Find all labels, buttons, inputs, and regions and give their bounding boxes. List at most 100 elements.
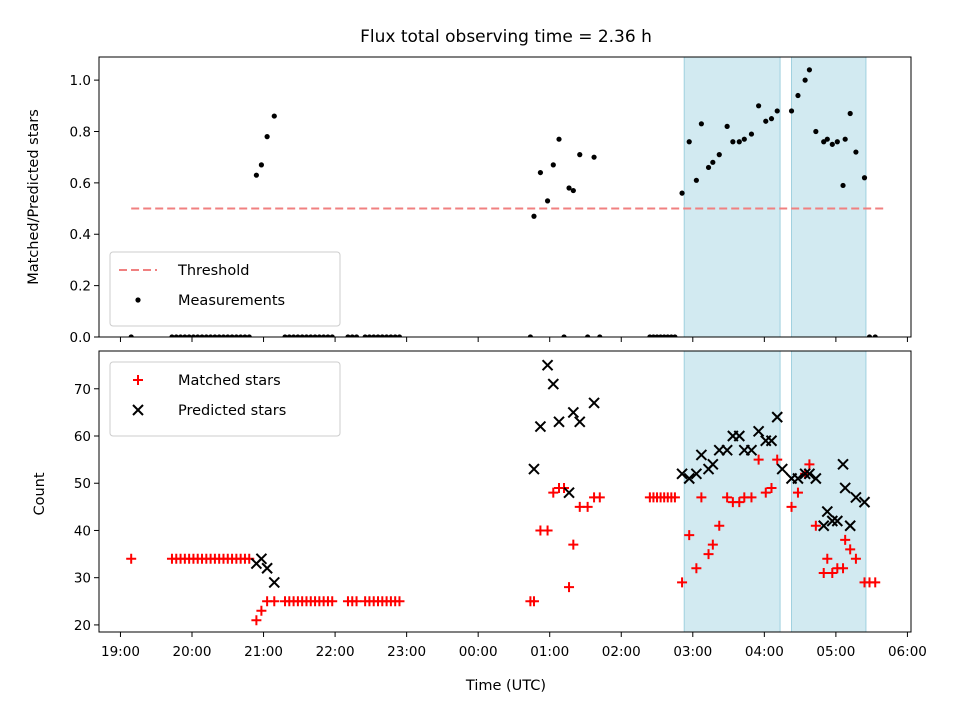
x-tick-label: 04:00	[745, 644, 784, 660]
data-point	[838, 563, 849, 574]
data-point	[345, 334, 351, 337]
data-point	[786, 501, 797, 512]
data-point	[574, 416, 586, 428]
data-point	[594, 492, 605, 503]
legend-swatch	[133, 375, 143, 385]
data-point	[730, 139, 736, 145]
top-y-tick-label: 0.6	[70, 176, 91, 192]
data-point	[861, 175, 868, 181]
data-point	[203, 334, 209, 337]
data-point	[268, 576, 280, 589]
data-point	[831, 515, 844, 527]
data-point	[547, 378, 559, 390]
data-point	[329, 334, 335, 337]
data-point	[548, 487, 559, 498]
data-point	[707, 458, 719, 471]
data-point	[531, 213, 537, 219]
data-point	[308, 334, 314, 337]
x-tick-label: 19:00	[101, 644, 140, 660]
data-point	[563, 486, 575, 499]
x-tick-label: 21:00	[244, 644, 283, 660]
x-tick-label: 05:00	[816, 644, 855, 660]
data-point	[541, 359, 554, 371]
data-point	[568, 539, 579, 550]
top-y-axis-label: Matched/Predicted stars	[26, 109, 42, 285]
bottom-y-tick-label: 40	[74, 523, 91, 539]
data-point	[256, 605, 267, 616]
data-point	[229, 334, 235, 337]
data-point	[703, 549, 714, 560]
data-point	[768, 116, 775, 122]
data-point	[845, 544, 856, 555]
data-point	[220, 334, 227, 337]
data-point	[225, 334, 231, 337]
data-point	[570, 187, 576, 194]
data-point	[818, 567, 829, 578]
data-point	[325, 334, 331, 337]
data-point	[537, 169, 544, 176]
data-point	[182, 334, 188, 337]
data-point	[379, 334, 385, 337]
bottom-panel: 20 30 40 50 60 70 19:00 20:00 21:00 22:00 23:00 00:…	[74, 350, 927, 660]
data-point	[752, 425, 765, 437]
data-point	[753, 454, 764, 465]
data-point	[208, 334, 214, 337]
data-point	[840, 534, 851, 545]
data-point	[707, 539, 718, 550]
data-point	[173, 334, 179, 337]
data-point	[824, 136, 830, 142]
top-y-tick-label: 0.4	[70, 227, 91, 243]
legend-box	[109, 251, 341, 327]
data-point	[195, 334, 201, 337]
x-tick-label: 02:00	[602, 644, 641, 660]
data-point	[126, 553, 137, 564]
data-point	[295, 334, 301, 337]
data-point	[351, 596, 362, 607]
data-point	[834, 139, 840, 145]
data-point	[695, 449, 708, 461]
data-point	[724, 123, 730, 129]
legend-swatch	[132, 404, 144, 416]
data-point	[795, 92, 801, 99]
data-point	[128, 334, 134, 337]
data-point	[353, 334, 360, 337]
data-point	[264, 134, 270, 140]
legend-label: Measurements	[178, 293, 285, 309]
bottom-legend: Matched stars Predicted stars	[109, 361, 341, 437]
top-series	[128, 67, 878, 337]
data-point	[271, 113, 277, 119]
top-shaded-interval	[791, 56, 867, 338]
data-point	[736, 139, 742, 145]
legend-label: Matched stars	[178, 373, 281, 389]
data-point	[169, 334, 175, 337]
data-point	[556, 136, 562, 142]
data-point	[746, 492, 757, 503]
data-point	[844, 520, 856, 532]
data-point	[774, 108, 780, 114]
data-point	[388, 334, 394, 337]
data-point	[321, 334, 327, 337]
data-point	[792, 472, 804, 485]
bottom-y-tick-label: 20	[74, 618, 91, 634]
data-point	[676, 468, 688, 480]
bottom-y-axis-label: Count	[32, 472, 48, 515]
data-point	[829, 141, 835, 147]
x-tick-label: 23:00	[387, 644, 426, 660]
data-point	[577, 152, 583, 158]
bottom-y-tick-label: 70	[74, 382, 91, 398]
data-point	[567, 406, 580, 419]
data-point	[392, 334, 398, 337]
data-point	[261, 562, 273, 574]
data-point	[591, 154, 597, 160]
data-point	[303, 334, 310, 337]
top-y-tick-label: 0.0	[70, 330, 91, 346]
data-point	[842, 136, 848, 142]
data-point	[564, 582, 575, 593]
data-point	[765, 435, 778, 447]
data-point	[582, 501, 593, 512]
x-tick-label: 22:00	[316, 644, 355, 660]
data-point	[375, 334, 381, 337]
data-point	[771, 411, 783, 423]
data-point	[839, 482, 851, 494]
